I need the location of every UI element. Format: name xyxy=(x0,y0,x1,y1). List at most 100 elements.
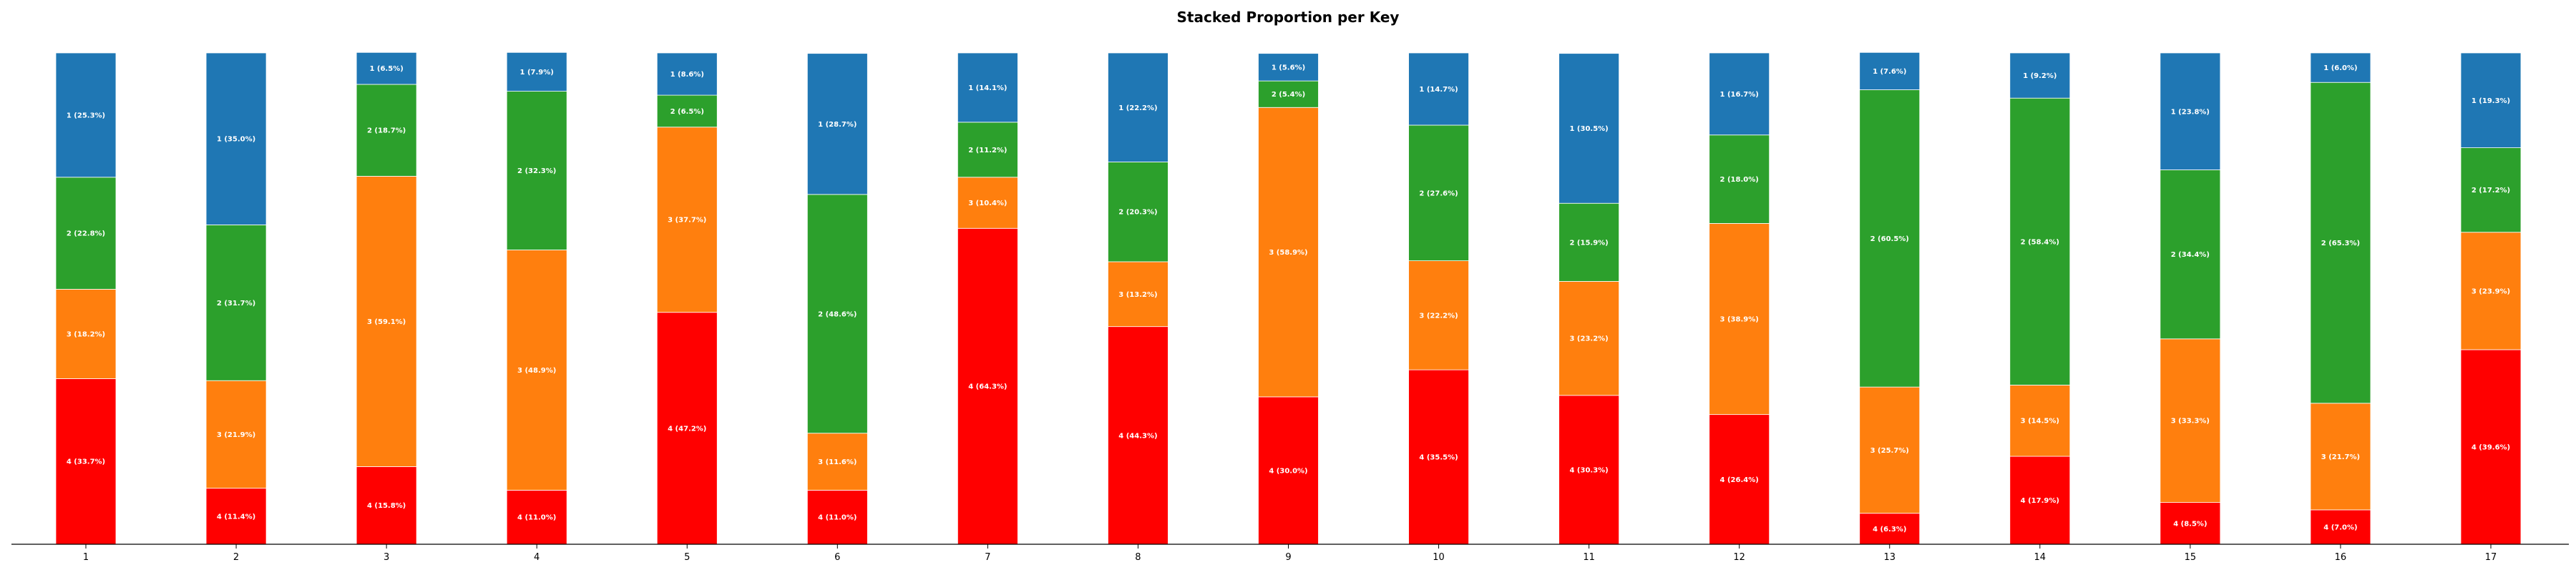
x-tick-label: 16 xyxy=(2335,552,2347,563)
segment-label: 2 (32.3%) xyxy=(517,167,556,175)
segment-label: 4 (6.3%) xyxy=(1873,526,1906,534)
segment-label: 4 (35.5%) xyxy=(1419,454,1458,462)
bar-stack-5: 4 (47.2%) 3 (37.7%) 2 (6.5%) 1 (8.6%) xyxy=(656,52,718,545)
segment-label: 3 (59.1%) xyxy=(367,318,406,326)
bar-segment-1-key-7 xyxy=(957,52,1018,123)
segment-label: 3 (11.6%) xyxy=(818,458,857,466)
segment-label: 2 (6.5%) xyxy=(670,108,704,116)
bar-segment-3-key-2 xyxy=(205,380,267,489)
bar-segment-1-key-13 xyxy=(1859,51,1921,90)
segment-label: 1 (22.2%) xyxy=(1118,104,1157,112)
bar-segment-1-key-3 xyxy=(356,51,417,85)
bar-segment-4-key-1 xyxy=(55,378,117,545)
bar-segment-1-key-5 xyxy=(656,52,718,96)
segment-label: 4 (11.4%) xyxy=(217,513,255,521)
bar-stack-9: 4 (30.0%) 3 (58.9%) 2 (5.4%) 1 (5.6%) xyxy=(1258,53,1319,545)
segment-label: 2 (5.4%) xyxy=(1272,91,1305,99)
bar-segment-2-key-17 xyxy=(2460,147,2522,233)
segment-label: 2 (34.4%) xyxy=(2171,251,2210,259)
segment-label: 3 (58.9%) xyxy=(1269,249,1307,257)
segment-label: 1 (7.6%) xyxy=(1873,68,1906,76)
segment-label: 3 (37.7%) xyxy=(668,217,706,225)
segment-label: 3 (23.2%) xyxy=(1569,335,1608,343)
bar-segment-1-key-4 xyxy=(506,51,567,92)
x-tick-label: 11 xyxy=(1583,552,1595,563)
bar-stack-10: 4 (35.5%) 3 (22.2%) 2 (27.6%) 1 (14.7%) xyxy=(1408,52,1469,545)
bar-segment-1-key-2 xyxy=(205,52,267,225)
segment-label: 1 (5.6%) xyxy=(1272,64,1305,72)
segment-label: 2 (11.2%) xyxy=(968,147,1007,154)
bar-segment-4-key-14 xyxy=(2009,456,2071,545)
segment-label: 1 (6.5%) xyxy=(369,65,403,73)
segment-label: 1 (23.8%) xyxy=(2171,108,2210,116)
bar-segment-4-key-2 xyxy=(205,488,267,545)
segment-label: 2 (15.9%) xyxy=(1569,239,1608,247)
x-tick-label: 13 xyxy=(1883,552,1896,563)
segment-label: 4 (47.2%) xyxy=(668,425,706,433)
bar-stack-12: 4 (26.4%) 3 (38.9%) 2 (18.0%) 1 (16.7%) xyxy=(1709,52,1770,545)
x-tick-label: 17 xyxy=(2485,552,2497,563)
bar-stack-13: 4 (6.3%) 3 (25.7%) 2 (60.5%) 1 (7.6%) xyxy=(1859,51,1921,545)
chart-title: Stacked Proportion per Key xyxy=(1177,9,1400,26)
bar-segment-4-key-15 xyxy=(2160,502,2221,545)
bar-stack-15: 4 (8.5%) 3 (33.3%) 2 (34.4%) 1 (23.8%) xyxy=(2160,52,2221,545)
bar-segment-2-key-7 xyxy=(957,122,1018,178)
segment-label: 4 (39.6%) xyxy=(2472,443,2510,451)
bar-segment-2-key-15 xyxy=(2160,169,2221,340)
x-axis: 1 2 3 4 5 6 7 8 9 10 11 12 13 14 15 16 17 xyxy=(11,544,2569,563)
bar-segment-1-key-9 xyxy=(1258,53,1319,82)
segment-label: 4 (30.0%) xyxy=(1269,467,1307,475)
segment-label: 3 (21.9%) xyxy=(217,431,255,439)
bar-segment-2-key-6 xyxy=(806,194,868,434)
segment-label: 3 (38.9%) xyxy=(1720,316,1759,324)
segment-label: 3 (14.5%) xyxy=(2021,418,2059,426)
bar-segment-3-key-15 xyxy=(2160,338,2221,503)
bar-segment-1-key-1 xyxy=(55,52,117,178)
bar-segment-3-key-1 xyxy=(55,289,117,379)
segment-label: 1 (14.1%) xyxy=(968,84,1007,92)
bar-segment-1-key-6 xyxy=(806,53,868,195)
x-tick-label: 14 xyxy=(2034,552,2046,563)
bar-segment-1-key-12 xyxy=(1709,52,1770,136)
bar-stack-4: 4 (11.0%) 3 (48.9%) 2 (32.3%) 1 (7.9%) xyxy=(506,51,567,545)
segment-label: 4 (8.5%) xyxy=(2173,520,2207,528)
bar-stack-1: 4 (33.7%) 3 (18.2%) 2 (22.8%) 1 (25.3%) xyxy=(55,52,117,545)
bar-stack-17: 4 (39.6%) 3 (23.9%) 2 (17.2%) 1 (19.3%) xyxy=(2460,52,2522,545)
bar-stack-2: 4 (11.4%) 3 (21.9%) 2 (31.7%) 1 (35.0%) xyxy=(205,52,267,545)
segment-label: 4 (11.0%) xyxy=(517,514,556,522)
bar-segment-2-key-12 xyxy=(1709,134,1770,224)
x-tick-label: 10 xyxy=(1433,552,1445,563)
bar-segment-2-key-10 xyxy=(1408,124,1469,262)
segment-label: 3 (10.4%) xyxy=(968,200,1007,207)
bar-segment-4-key-4 xyxy=(506,490,567,545)
segment-label: 4 (15.8%) xyxy=(367,502,406,510)
segment-label: 3 (22.2%) xyxy=(1419,312,1458,320)
segment-label: 2 (18.0%) xyxy=(1720,176,1759,184)
bar-segment-4-key-12 xyxy=(1709,414,1770,545)
bar-segment-3-key-3 xyxy=(356,176,417,467)
segment-label: 4 (17.9%) xyxy=(2021,497,2059,505)
bar-segment-3-key-7 xyxy=(957,177,1018,229)
segment-label: 2 (58.4%) xyxy=(2021,238,2059,246)
x-tick-label: 5 xyxy=(684,552,690,563)
bar-segment-4-key-7 xyxy=(957,227,1018,545)
segment-label: 1 (28.7%) xyxy=(818,121,857,129)
segment-label: 1 (9.2%) xyxy=(2023,72,2057,80)
segment-label: 1 (7.9%) xyxy=(520,69,554,77)
bar-segment-4-key-17 xyxy=(2460,349,2522,545)
bar-segment-3-key-13 xyxy=(1859,386,1921,514)
segment-label: 1 (35.0%) xyxy=(217,136,255,144)
segment-label: 1 (8.6%) xyxy=(670,71,704,79)
bar-segment-4-key-6 xyxy=(806,490,868,545)
segment-label: 2 (22.8%) xyxy=(67,230,105,238)
bar-segment-3-key-11 xyxy=(1558,281,1620,396)
bar-segment-1-key-14 xyxy=(2009,52,2071,99)
segment-label: 2 (65.3%) xyxy=(2321,240,2360,247)
segment-label: 4 (7.0%) xyxy=(2323,524,2357,531)
bar-segment-4-key-9 xyxy=(1258,396,1319,545)
segment-label: 2 (17.2%) xyxy=(2472,187,2510,195)
bars-layer: 4 (33.7%) 3 (18.2%) 2 (22.8%) 1 (25.3%) 4 (1… xyxy=(55,51,2522,545)
segment-label: 3 (33.3%) xyxy=(2171,418,2210,426)
bar-segment-4-key-5 xyxy=(656,312,718,545)
